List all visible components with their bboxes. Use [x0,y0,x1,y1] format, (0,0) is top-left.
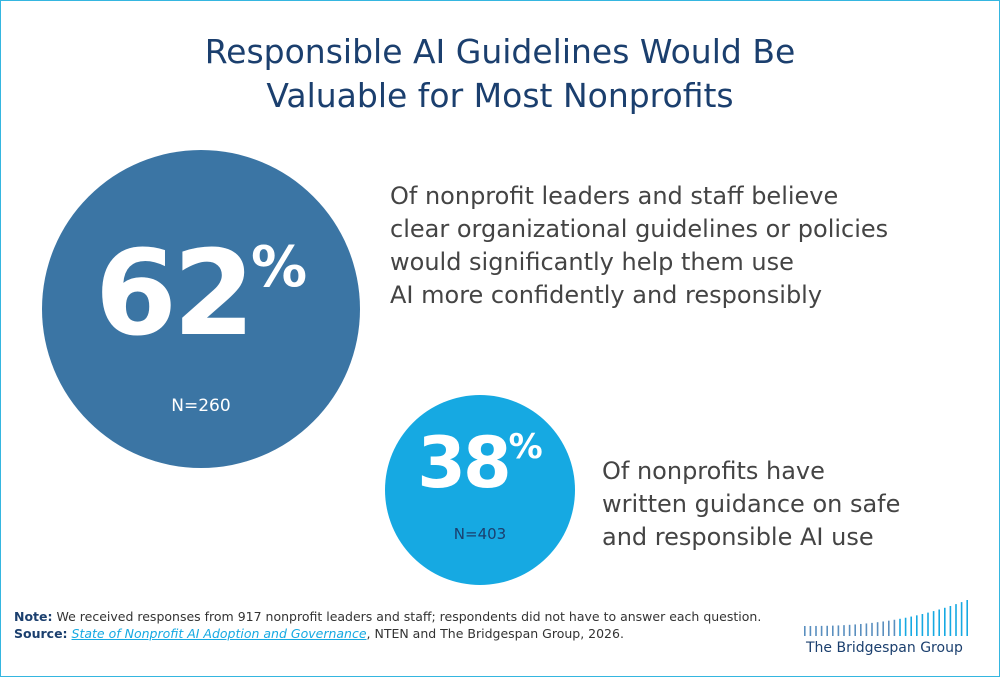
logo-bar [893,619,896,636]
logo-bar [932,611,935,636]
logo-bar [927,612,929,636]
stat-number: 62 [94,224,255,362]
logo-bar [910,616,912,636]
logo-bar [860,623,862,636]
logo-bar [899,618,901,636]
description-line: and responsible AI use [602,523,874,551]
logo-bar [848,624,851,636]
logo-bar [865,623,868,636]
stat-percent-sign: % [251,235,308,300]
page-title: Responsible AI Guidelines Would Be Valua… [0,30,1000,118]
source-report-link[interactable]: State of Nonprofit AI Adoption and Gover… [71,626,367,641]
logo-bar [960,602,963,636]
logo-bar [955,604,957,636]
bridgespan-logo: The Bridgespan Group [800,600,985,660]
logo-bar [904,617,907,636]
description-line: AI more confidently and responsibly [390,281,823,309]
stat-description-38: Of nonprofits have written guidance on s… [602,455,900,554]
source-text: , NTEN and The Bridgespan Group, 2026. [366,626,624,641]
logo-bar [871,622,873,636]
logo-bar [820,625,823,636]
logo-bar [882,621,884,636]
logo-bar [804,626,806,636]
logo-bar [966,600,968,636]
stat-circle-38: 38% N=403 [385,395,575,585]
source-label: Source: [14,626,68,641]
source: Source: State of Nonprofit AI Adoption a… [14,625,774,642]
note-label: Note: [14,609,53,624]
title-line-1: Responsible AI Guidelines Would Be [204,32,796,71]
logo-bars-icon [804,600,968,636]
logo-bar [938,609,940,636]
stat-sample-size: N=403 [453,525,507,543]
logo-bar [888,620,890,636]
description-line: Of nonprofits have [602,457,825,485]
description-line: clear organizational guidelines or polic… [390,215,889,243]
logo-text: The Bridgespan Group [806,640,963,656]
description-line: would significantly help them use [390,248,794,276]
stat-circle-62: 62% N=260 [42,150,360,468]
description-line: written guidance on safe [602,490,901,518]
note: Note: We received responses from 917 non… [14,608,774,625]
stat-value: 62% [42,228,360,358]
logo-bar [944,607,946,636]
logo-bar [826,625,828,636]
stat-percent-sign: % [508,427,543,467]
stat-description-62: Of nonprofit leaders and staff believe c… [390,180,888,312]
logo-bar [916,615,918,636]
logo-bar [815,625,817,636]
logo-bar [854,624,856,636]
logo-bar [809,625,812,636]
footnote: Note: We received responses from 917 non… [14,608,774,642]
logo-bar [949,605,952,636]
logo-bar [837,625,840,636]
logo-bar [843,625,845,636]
stat-sample-size: N=260 [171,396,231,416]
description-line: Of nonprofit leaders and staff believe [390,182,839,210]
stat-value: 38% [385,423,575,503]
logo-bar [832,625,834,636]
title-line-2: Valuable for Most Nonprofits [266,76,734,115]
stat-number: 38 [417,422,511,504]
note-text: We received responses from 917 nonprofit… [56,609,762,624]
logo-bar [876,622,879,636]
logo-bar [921,614,924,636]
